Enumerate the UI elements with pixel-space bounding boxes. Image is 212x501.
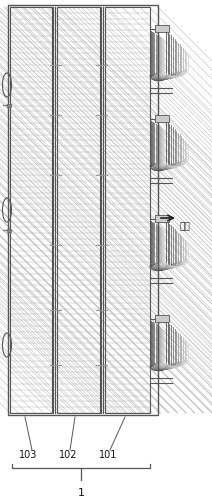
Text: 1: 1: [78, 488, 85, 498]
Bar: [155, 315, 169, 322]
Text: 101: 101: [99, 450, 117, 460]
Text: 进风: 进风: [180, 222, 191, 231]
Bar: [155, 115, 169, 122]
Text: 103: 103: [19, 450, 37, 460]
Bar: [7, 104, 11, 107]
Text: 102: 102: [59, 450, 77, 460]
Bar: [155, 25, 169, 32]
Bar: [7, 228, 11, 232]
Bar: [155, 215, 169, 222]
